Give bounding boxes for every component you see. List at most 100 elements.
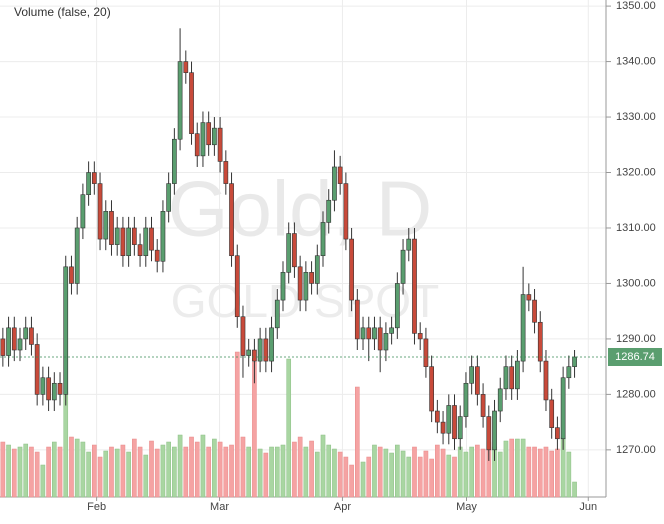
candle-body xyxy=(429,366,434,412)
volume-bar xyxy=(52,441,57,498)
candle-body xyxy=(440,421,446,434)
volume-bar xyxy=(57,446,63,498)
volume-bar xyxy=(446,454,452,498)
candle-body xyxy=(154,249,160,262)
candle-body xyxy=(400,249,406,284)
candle-body xyxy=(269,327,274,362)
candle-body xyxy=(463,382,469,417)
candle-body xyxy=(172,138,177,184)
volume-bar xyxy=(532,446,537,498)
volume-bar xyxy=(366,456,372,498)
volume-bar xyxy=(194,441,200,498)
candle-body xyxy=(80,194,86,229)
volume-bar xyxy=(537,448,543,498)
volume-bar xyxy=(63,391,69,498)
volume-bar xyxy=(515,438,520,498)
candle-body xyxy=(555,427,560,440)
candle-body xyxy=(34,344,40,395)
candle-body xyxy=(572,356,577,367)
volume-bar xyxy=(263,452,269,498)
candle-body xyxy=(492,410,497,451)
candle-body xyxy=(360,327,366,340)
candle-body xyxy=(217,127,223,162)
candle-body xyxy=(303,272,309,301)
volume-label: Volume (false, 20) xyxy=(14,5,111,19)
volume-bar xyxy=(400,450,406,498)
candle-body xyxy=(532,299,537,323)
volume-bar xyxy=(457,446,463,498)
candle-body xyxy=(91,172,97,184)
candle-body xyxy=(74,227,80,284)
volume-bar xyxy=(326,444,332,498)
volume-bar xyxy=(132,438,137,498)
volume-bar xyxy=(360,461,366,498)
volume-bar xyxy=(469,446,474,498)
volume-bar xyxy=(452,456,457,498)
y-tick-label: 1290.00 xyxy=(616,333,656,345)
candle-body xyxy=(46,377,51,401)
volume-bar xyxy=(383,448,389,498)
volume-bar xyxy=(429,458,434,498)
volume-bar xyxy=(0,441,6,498)
candle-body xyxy=(223,161,229,184)
volume-bar xyxy=(23,443,29,498)
candle-body xyxy=(486,416,492,451)
volume-bar xyxy=(92,444,97,498)
volume-bar xyxy=(6,444,11,498)
volume-bar xyxy=(303,446,309,498)
y-tick-label: 1300.00 xyxy=(616,277,656,289)
volume-bar xyxy=(337,451,343,498)
volume-bar xyxy=(349,464,354,498)
volume-bar xyxy=(475,444,480,498)
volume-bar xyxy=(292,441,297,498)
volume-bar xyxy=(154,448,160,498)
volume-bar xyxy=(526,446,532,498)
volume-bar xyxy=(372,444,377,498)
candle-body xyxy=(189,72,194,134)
volume-bar xyxy=(280,444,286,498)
x-tick-label: Mar xyxy=(210,501,229,513)
volume-bar xyxy=(120,444,126,498)
y-tick-label: 1270.00 xyxy=(616,444,656,456)
candle-body xyxy=(480,394,486,417)
candle-body xyxy=(537,321,543,362)
volume-bar xyxy=(229,444,234,498)
volume-bar xyxy=(423,450,429,498)
volume-bar xyxy=(240,436,246,498)
volume-bar xyxy=(435,444,440,498)
y-tick-label: 1320.00 xyxy=(616,166,656,178)
candle-body xyxy=(469,366,475,384)
candle-body xyxy=(515,360,520,390)
candle-body xyxy=(183,61,189,73)
candle-body xyxy=(452,405,457,440)
volume-bar xyxy=(212,438,217,498)
candle-body xyxy=(40,377,46,395)
candle-body xyxy=(543,360,549,401)
volume-bar xyxy=(389,452,394,498)
y-tick-label: 1310.00 xyxy=(616,222,656,234)
candle-body xyxy=(372,327,377,340)
candle-body xyxy=(520,294,526,362)
volume-bar xyxy=(572,481,577,498)
candle-body xyxy=(332,166,337,201)
candle-body xyxy=(160,211,166,262)
volume-bar xyxy=(417,456,423,498)
volume-bar xyxy=(314,451,320,498)
last-price-label: 1286.74 xyxy=(615,351,655,363)
volume-bar xyxy=(206,446,211,498)
volume-bar xyxy=(80,441,86,498)
candle-body xyxy=(143,227,149,257)
y-tick-label: 1350.00 xyxy=(616,0,656,12)
candle-body xyxy=(314,255,320,284)
volume-bar xyxy=(109,446,114,498)
volume-bar xyxy=(406,456,412,498)
volume-bar xyxy=(11,448,17,498)
volume-bar xyxy=(246,446,251,498)
candle-body xyxy=(320,222,326,257)
candle-body xyxy=(177,61,183,140)
candle-body xyxy=(17,338,23,351)
candle-body xyxy=(337,166,343,184)
volume-bar xyxy=(17,446,23,498)
candle-body xyxy=(412,238,417,334)
